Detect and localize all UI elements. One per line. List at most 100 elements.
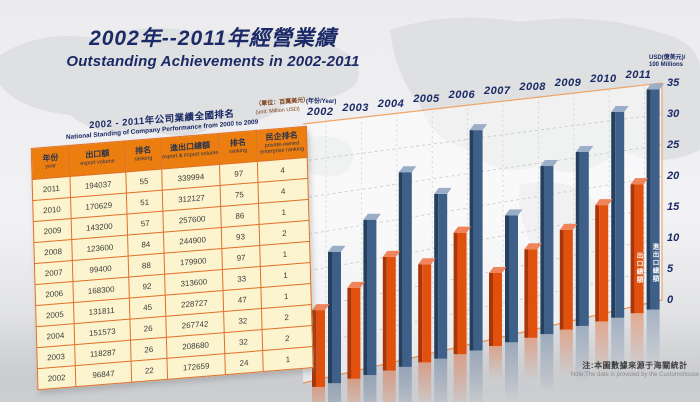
bar-total-2011-side bbox=[646, 89, 651, 310]
bar-total-2010-top bbox=[611, 105, 629, 112]
bar-export-2010-top bbox=[595, 199, 613, 206]
col-header-rank1: 排名 ranking bbox=[124, 138, 162, 172]
bar-export-2007-top bbox=[489, 266, 507, 273]
bar-export-2002-side bbox=[312, 310, 316, 387]
bar-total-2009-side bbox=[575, 152, 580, 326]
bar-export-2011-top bbox=[630, 178, 649, 185]
bar-total-2007-side bbox=[505, 215, 509, 343]
bar-total-2006 bbox=[473, 130, 483, 351]
table-cell: 88 bbox=[128, 253, 165, 278]
bar-total-2003-side bbox=[363, 219, 368, 376]
bar-total-2005-side bbox=[434, 193, 439, 359]
bar-total-2010-side bbox=[611, 111, 616, 318]
bar-total-2002-reflection bbox=[328, 383, 341, 402]
bar-export-2006-side bbox=[453, 232, 458, 355]
bar-total-2004 bbox=[402, 172, 412, 367]
axis-top-frame bbox=[302, 82, 663, 125]
bar-total-2009-top bbox=[575, 146, 594, 153]
bar-total-2010 bbox=[615, 111, 625, 318]
bar-export-2007 bbox=[493, 272, 502, 346]
table-cell: 1 bbox=[262, 346, 314, 372]
bar-total-2005-top bbox=[434, 187, 452, 194]
table-cell: 51 bbox=[126, 190, 163, 215]
bar-export-2006 bbox=[457, 232, 467, 355]
bar-total-2004-side bbox=[398, 172, 403, 367]
bar-export-2006-reflection bbox=[453, 354, 467, 402]
bar-export-2010-side bbox=[595, 205, 600, 322]
bar-total-2009 bbox=[579, 152, 589, 326]
bar-export-2002 bbox=[316, 310, 325, 387]
bar-total-2002-top bbox=[328, 245, 346, 252]
bar-total-2005-reflection bbox=[434, 358, 448, 402]
bar-export-2002-top bbox=[312, 304, 330, 311]
bar-export-2005-reflection bbox=[418, 362, 432, 402]
bar-export-2009-reflection bbox=[559, 329, 573, 377]
bar-export-2003-top bbox=[347, 281, 365, 288]
source-note-zh: 注:本圖數據來源于海關統計 bbox=[582, 361, 688, 370]
bar-export-2008-reflection bbox=[524, 337, 538, 380]
bar-total-2003 bbox=[367, 219, 377, 376]
bar-export-2005-side bbox=[418, 264, 423, 363]
bar-total-2007-reflection bbox=[505, 342, 518, 401]
page-title-en: Outstanding Achievements in 2002-2011 bbox=[66, 53, 360, 70]
table-cell: 172659 bbox=[166, 353, 226, 380]
performance-table-block: 2002 - 2011年公司業績全國排名 National Standing o… bbox=[30, 98, 323, 391]
col-header-private: 民企排名 private-owned enterprise ranking bbox=[256, 126, 308, 162]
bar-export-2009-side bbox=[559, 229, 564, 330]
bar-total-2009-reflection bbox=[575, 325, 589, 384]
source-note: 注:本圖數據來源于海關統計 Note:The date is provided … bbox=[555, 360, 700, 378]
bar-export-2004 bbox=[386, 256, 396, 371]
table-cell: 2002 bbox=[37, 365, 76, 390]
bar-export-2010 bbox=[599, 205, 609, 322]
bar-total-2008-top bbox=[540, 160, 558, 167]
table-cell: 22 bbox=[131, 358, 168, 383]
table-cell: 84 bbox=[127, 232, 165, 257]
page-title: 2002年--2011年經營業績 Outstanding Achievement… bbox=[38, 22, 388, 70]
page-title-zh: 2002年--2011年經營業績 bbox=[89, 27, 337, 50]
table-cell: 92 bbox=[128, 274, 166, 299]
table-cell: 45 bbox=[129, 295, 166, 320]
col-header-total: 進出口總額 export & import volume bbox=[160, 133, 220, 170]
table-cell: 55 bbox=[125, 169, 163, 193]
bar-total-2008-reflection bbox=[540, 334, 554, 393]
table-cell: 26 bbox=[130, 337, 167, 362]
bar-export-2003 bbox=[351, 287, 361, 379]
bar-export-2004-side bbox=[382, 256, 387, 371]
bar-total-2003-reflection bbox=[363, 375, 377, 402]
table-cell: 26 bbox=[129, 316, 167, 341]
bar-total-2008-side bbox=[540, 166, 545, 335]
bar-export-2006-top bbox=[453, 226, 472, 233]
bar-total-2006-side bbox=[469, 130, 474, 351]
bar-export-2002-reflection bbox=[312, 386, 325, 402]
bar-export-2003-reflection bbox=[347, 378, 361, 402]
bar-total-2002 bbox=[332, 251, 341, 384]
table-cell: 96847 bbox=[75, 361, 132, 387]
bar-total-2005 bbox=[438, 193, 448, 359]
table-cell: 57 bbox=[126, 211, 164, 236]
bar-total-2004-reflection bbox=[398, 366, 412, 402]
col-header-year: 年份 year bbox=[31, 145, 70, 180]
bar-total-2011-top bbox=[646, 83, 665, 90]
bar-export-2009 bbox=[563, 229, 573, 330]
bar-total-2008 bbox=[544, 166, 554, 335]
bar-total-2003-top bbox=[363, 213, 381, 220]
bar-export-2011-side bbox=[630, 184, 635, 314]
bar-export-2005-top bbox=[418, 258, 436, 265]
bar-total-2010-reflection bbox=[611, 317, 625, 376]
table-cell: 24 bbox=[224, 350, 264, 375]
bar-export-2005 bbox=[422, 264, 432, 363]
bar-total-2006-reflection bbox=[469, 350, 483, 402]
bar-export-2008-side bbox=[524, 249, 529, 338]
bar-total-2011-reflection bbox=[646, 309, 660, 368]
source-note-en: Note:The date is provided by the Customs… bbox=[570, 372, 700, 378]
bar-export-2003-side bbox=[347, 287, 352, 379]
bar-total-2006-top bbox=[469, 124, 488, 131]
bar-export-2008 bbox=[528, 249, 538, 338]
bar-total-2007-top bbox=[505, 209, 523, 216]
bar-export-2007-reflection bbox=[489, 345, 502, 380]
col-header-export: 出口額 export volume bbox=[69, 140, 126, 177]
bar-export-2010-reflection bbox=[595, 321, 609, 377]
bar-export-2009-top bbox=[559, 223, 578, 230]
